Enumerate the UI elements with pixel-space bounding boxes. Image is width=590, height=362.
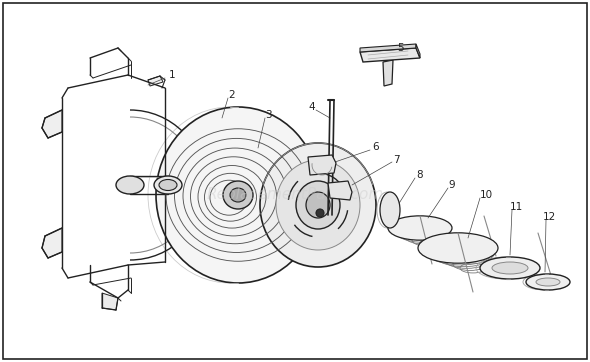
Ellipse shape <box>480 257 540 279</box>
Ellipse shape <box>296 181 340 229</box>
Ellipse shape <box>418 233 498 263</box>
Text: 8: 8 <box>417 170 423 180</box>
Ellipse shape <box>230 188 246 202</box>
Text: 2: 2 <box>229 90 235 100</box>
Polygon shape <box>148 76 163 86</box>
Ellipse shape <box>526 274 570 290</box>
Text: 6: 6 <box>373 142 379 152</box>
Ellipse shape <box>492 262 528 274</box>
Ellipse shape <box>116 176 144 194</box>
Ellipse shape <box>159 180 177 190</box>
Ellipse shape <box>536 278 560 286</box>
Polygon shape <box>360 44 416 52</box>
Polygon shape <box>42 110 62 138</box>
Polygon shape <box>102 293 118 310</box>
Text: 12: 12 <box>542 212 556 222</box>
Ellipse shape <box>154 176 182 194</box>
Polygon shape <box>416 44 420 58</box>
Text: 10: 10 <box>480 190 493 200</box>
Ellipse shape <box>156 107 320 283</box>
Polygon shape <box>42 228 62 258</box>
Text: 7: 7 <box>393 155 399 165</box>
Text: 3: 3 <box>265 110 271 120</box>
Ellipse shape <box>380 192 400 228</box>
Text: 5: 5 <box>396 43 404 53</box>
Text: 9: 9 <box>448 180 455 190</box>
Ellipse shape <box>223 181 253 209</box>
Polygon shape <box>383 60 393 86</box>
Text: ReplacementParts.com: ReplacementParts.com <box>206 188 384 202</box>
Polygon shape <box>328 181 352 200</box>
Polygon shape <box>360 48 420 62</box>
Polygon shape <box>308 155 336 175</box>
Ellipse shape <box>306 192 330 218</box>
Circle shape <box>316 209 324 217</box>
Text: 1: 1 <box>169 70 175 80</box>
Text: 4: 4 <box>309 102 315 112</box>
Ellipse shape <box>260 143 376 267</box>
Ellipse shape <box>388 216 452 240</box>
Ellipse shape <box>276 160 360 250</box>
Text: 11: 11 <box>509 202 523 212</box>
